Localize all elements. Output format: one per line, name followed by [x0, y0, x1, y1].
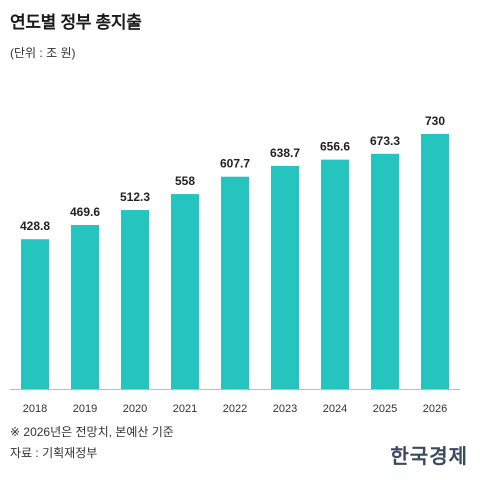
bars-group: [21, 134, 449, 389]
value-label-2021: 558: [175, 174, 195, 188]
value-label-2018: 428.8: [20, 219, 50, 233]
bar-2019: [71, 224, 99, 389]
bar-2020: [121, 210, 149, 389]
value-label-2025: 673.3: [370, 134, 400, 148]
x-tick-label-2024: 2024: [323, 403, 347, 415]
footnote: ※ 2026년은 전망치, 본예산 기준: [10, 425, 174, 439]
value-labels-group: 428.8 469.6 512.3 558 607.7 638.7 656.6 673.3 73…: [20, 114, 445, 233]
chart-title: 연도별 정부 총지출: [10, 13, 142, 32]
value-label-2022: 607.7: [220, 157, 250, 171]
bar-2021: [171, 194, 199, 389]
bar-2025: [371, 153, 399, 389]
bar-2018: [21, 239, 49, 389]
value-label-2023: 638.7: [270, 146, 300, 160]
value-label-2026: 730: [425, 114, 445, 128]
x-tick-label-2018: 2018: [23, 403, 47, 415]
x-tick-label-2019: 2019: [73, 403, 97, 415]
x-tick-label-2020: 2020: [123, 403, 147, 415]
unit-label: (단위 : 조 원): [10, 46, 76, 60]
x-tick-label-2022: 2022: [223, 403, 247, 415]
publisher-logo: 한국경제: [390, 444, 468, 468]
bar-2026: [421, 134, 449, 389]
x-tick-label-2021: 2021: [173, 403, 197, 415]
value-label-2019: 469.6: [70, 205, 100, 219]
bar-2024: [321, 159, 349, 389]
x-tick-labels-group: 2018 2019 2020 2021 2022 2023 2024 2025 2026: [23, 403, 447, 415]
source-text: 자료 : 기획재정부: [10, 446, 98, 460]
bar-2022: [221, 176, 249, 389]
value-label-2024: 656.6: [320, 140, 350, 154]
x-tick-label-2026: 2026: [423, 403, 447, 415]
value-label-2020: 512.3: [120, 190, 150, 204]
bar-2023: [271, 165, 299, 389]
x-tick-label-2023: 2023: [273, 403, 297, 415]
x-tick-label-2025: 2025: [373, 403, 397, 415]
